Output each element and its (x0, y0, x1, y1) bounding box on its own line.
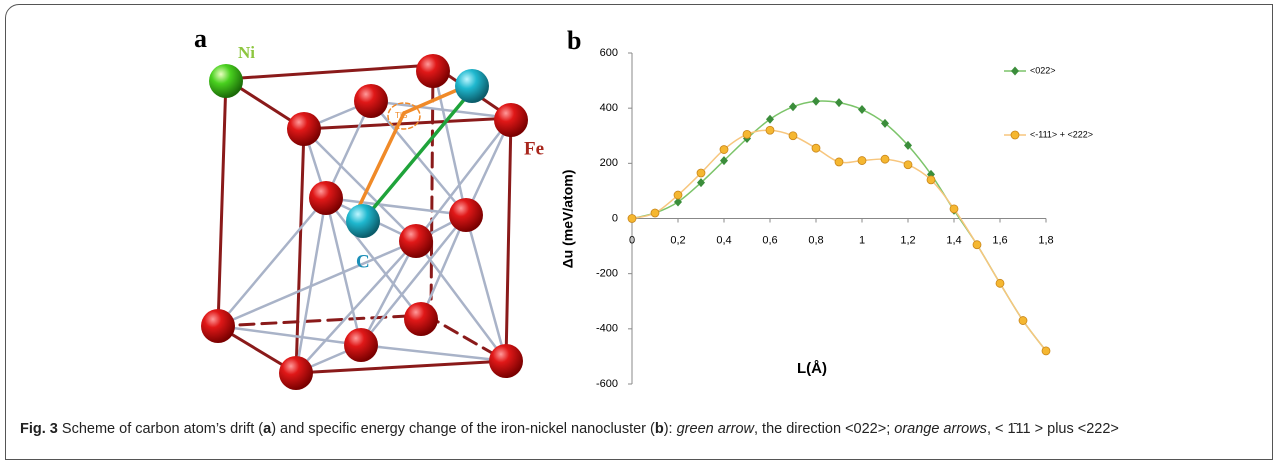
x-tick-label: 0,4 (716, 234, 731, 246)
atom-label: C (356, 251, 370, 272)
arrow (402, 85, 466, 115)
caption-part: Scheme of carbon atom’s drift ( (57, 421, 264, 437)
marker (789, 102, 797, 112)
marker (995, 278, 1005, 288)
caption-part: ): (663, 421, 677, 437)
y-tick-label: 400 (600, 102, 618, 114)
marker (972, 240, 982, 250)
marker (1018, 316, 1028, 325)
atom-label: Fe (524, 138, 544, 159)
x-axis-label: L(Å) (797, 360, 827, 377)
x-tick-label: 1,4 (946, 234, 961, 246)
figure: a Ni Fe C TIS b L(Å) Δu (meV/atom) -600 -… (5, 4, 1273, 460)
caption-part: b (654, 421, 664, 437)
marker (812, 96, 820, 106)
atom-label: Ni (238, 43, 255, 62)
x-tick-label: 0,8 (808, 234, 823, 246)
caption-part: a (263, 421, 272, 437)
arrow (364, 93, 470, 219)
x-tick-label: 0 (629, 234, 635, 246)
legend-marker (1010, 130, 1020, 140)
marker (788, 131, 798, 141)
panel-label: b (567, 26, 581, 55)
panel-label: a (194, 24, 207, 53)
tis-label: TIS (395, 111, 407, 120)
marker (904, 140, 912, 150)
x-tick-label: 1,2 (900, 234, 915, 246)
figure-art: a Ni Fe C TIS b L(Å) Δu (meV/atom) -600 -… (194, 24, 1093, 390)
marker (696, 168, 706, 178)
legend-label: <022> (1030, 65, 1056, 75)
caption-part: , the direction <022>; (753, 421, 895, 437)
x-tick-label: 1 (859, 234, 865, 246)
marker (880, 154, 890, 164)
y-tick-label: -200 (596, 268, 618, 280)
y-tick-label: -600 (596, 378, 618, 390)
y-tick-label: 200 (600, 157, 618, 169)
caption-part: Fig. 3 (20, 421, 58, 437)
arrow (354, 111, 406, 215)
marker (949, 204, 959, 214)
marker (673, 190, 683, 200)
x-tick-label: 0,6 (762, 234, 777, 246)
caption-part: green arrow (676, 421, 754, 437)
marker (834, 157, 844, 167)
marker (627, 214, 637, 223)
marker (720, 156, 728, 166)
caption: Fig. 3 Scheme of carbon atom’s drift (a)… (20, 417, 1270, 441)
marker (719, 145, 729, 154)
x-tick-label: 1,6 (992, 234, 1007, 246)
marker (811, 143, 821, 153)
marker (742, 129, 752, 139)
y-axis-label: Δu (meV/atom) (560, 170, 576, 269)
series-line (631, 100, 1047, 352)
marker (766, 114, 774, 124)
legend-marker (1011, 66, 1019, 76)
scheme: a Ni Fe C TIS (194, 24, 544, 390)
caption-part: , < 1̄11 > plus <222> (986, 421, 1119, 437)
tis-circle (387, 102, 421, 130)
marker (1041, 346, 1051, 356)
marker (903, 160, 913, 170)
marker (881, 118, 889, 128)
marker (650, 208, 660, 218)
caption-part: orange arrows (894, 421, 987, 437)
x-tick-label: 1,8 (1038, 234, 1053, 246)
marker (674, 197, 682, 207)
caption-part: ) and specific energy change of the iron… (271, 421, 655, 437)
y-tick-label: -400 (596, 323, 618, 335)
y-tick-label: 0 (612, 212, 618, 224)
marker (765, 125, 775, 135)
chart: b L(Å) Δu (meV/atom) -600 -400 -200 0 200 400… (560, 26, 1093, 390)
marker (857, 156, 867, 165)
legend-label: <-111> + <222> (1030, 129, 1093, 139)
marker (858, 105, 866, 115)
x-tick-label: 0,2 (670, 234, 685, 246)
marker (835, 98, 843, 108)
y-tick-label: 600 (600, 47, 618, 59)
atoms (201, 54, 528, 390)
marker (697, 178, 705, 188)
marker (926, 175, 936, 185)
